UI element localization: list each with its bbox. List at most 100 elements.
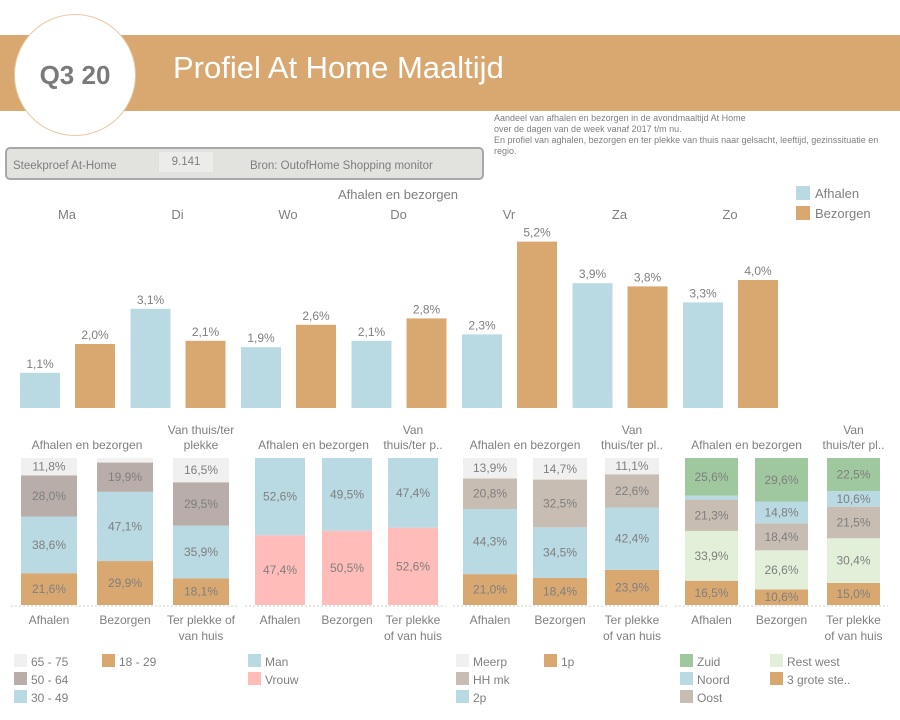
segment-label: 18,4% — [543, 584, 577, 598]
legend-label: 3 grote ste.. — [787, 673, 850, 687]
segment — [388, 458, 438, 528]
legend-label: Oost — [697, 691, 723, 705]
segment-label: 30,4% — [836, 554, 870, 568]
category-label: of van huis — [384, 629, 442, 643]
legend-swatch — [796, 186, 810, 200]
group-heading: Van — [622, 423, 642, 437]
day-label: Zo — [722, 207, 737, 222]
segment — [755, 550, 808, 590]
segment-label: 44,3% — [473, 535, 507, 549]
segment-label: 15,0% — [836, 587, 870, 601]
data-label: 2,1% — [358, 325, 386, 339]
segment-label: 14,8% — [764, 505, 798, 519]
bar-afhalen — [241, 347, 281, 408]
data-label: 5,2% — [523, 226, 551, 240]
legend-label: Noord — [697, 673, 730, 687]
segment-label: 21,3% — [694, 508, 728, 522]
category-label: Afhalen — [29, 613, 70, 627]
segment-label: 10,6% — [764, 590, 798, 604]
segment — [21, 573, 77, 605]
legend-swatch — [14, 690, 27, 703]
day-label: Di — [171, 207, 183, 222]
group-heading: Afhalen en bezorgen — [32, 438, 143, 452]
legend-label: Vrouw — [265, 673, 299, 687]
legend-swatch — [770, 654, 783, 667]
segment-label: 25,6% — [694, 470, 728, 484]
segment — [685, 499, 738, 531]
category-label: of van huis — [603, 629, 661, 643]
segment — [21, 475, 77, 517]
segment — [21, 516, 77, 574]
segment — [21, 458, 77, 476]
data-label: 3,1% — [137, 293, 165, 307]
segment — [255, 458, 305, 536]
legend-label: 1p — [561, 655, 575, 669]
segment — [685, 458, 738, 496]
segment-label: 52,6% — [396, 559, 430, 573]
legend-label: 65 - 75 — [31, 655, 69, 669]
legend-swatch — [456, 690, 469, 703]
bar-bezorgen — [296, 324, 336, 408]
legend-swatch — [248, 672, 261, 685]
segment-label: 49,5% — [330, 487, 364, 501]
category-label: Ter plekke — [386, 613, 441, 627]
day-label: Za — [612, 207, 628, 222]
segment — [533, 527, 587, 578]
segment-label: 16,5% — [184, 463, 218, 477]
segment — [463, 458, 517, 479]
group-heading: Van thuis/ter — [168, 423, 234, 437]
legend-swatch — [248, 654, 261, 667]
segment — [173, 458, 229, 483]
segment-label: 35,9% — [184, 545, 218, 559]
segment — [463, 509, 517, 575]
segment — [605, 507, 659, 570]
group-heading: Van — [843, 423, 863, 437]
page-title: Profiel At Home Maaltijd — [173, 50, 504, 85]
bar-afhalen — [572, 283, 613, 408]
segment-label: 28,0% — [32, 489, 66, 503]
segment — [533, 479, 587, 528]
description: Aandeel van afhalen en bezorgen in de av… — [494, 113, 894, 157]
segment — [533, 577, 587, 605]
segment — [755, 458, 808, 502]
bar-afhalen — [20, 372, 60, 408]
legend-label: Afhalen — [815, 186, 859, 201]
category-label: Ter plekke — [605, 613, 660, 627]
bar-bezorgen — [738, 280, 778, 408]
description-line: over de dagen van de week vanaf 2017 t/m… — [494, 124, 682, 134]
segment — [97, 561, 153, 605]
info-box: Steekproef At-Home 9.141 Bron: OutofHome… — [5, 147, 484, 180]
group-heading: Van — [403, 423, 423, 437]
segment — [685, 530, 738, 581]
group-heading: Afhalen en bezorgen — [470, 438, 581, 452]
legend-swatch — [796, 206, 810, 220]
bar-bezorgen — [627, 286, 668, 408]
segment — [173, 525, 229, 579]
segment-label: 29,9% — [108, 576, 142, 590]
legend-swatch — [680, 690, 693, 703]
legend-swatch — [770, 672, 783, 685]
legend-label: Zuid — [697, 655, 720, 669]
group-heading: Afhalen en bezorgen — [691, 438, 802, 452]
segment-label: 10,6% — [836, 492, 870, 506]
segment — [322, 530, 372, 605]
segment — [605, 569, 659, 605]
segment-label: 21,0% — [473, 583, 507, 597]
data-label: 4,0% — [744, 264, 772, 278]
segment-label: 29,5% — [184, 497, 218, 511]
category-label: Ter plekke of — [167, 613, 236, 627]
bar-afhalen — [683, 302, 723, 408]
segment — [463, 574, 517, 605]
legend-label: Meerp — [473, 655, 507, 669]
segment — [97, 462, 153, 492]
segment-label: 42,4% — [615, 532, 649, 546]
group-heading: thuis/ter p.. — [383, 438, 442, 452]
legend-swatch — [14, 654, 27, 667]
legend-swatch — [456, 654, 469, 667]
group-heading: thuis/ter pl.. — [601, 438, 663, 452]
data-label: 2,1% — [192, 325, 220, 339]
quarter-badge: Q3 20 — [14, 14, 136, 136]
segment — [827, 491, 880, 507]
segment — [173, 578, 229, 605]
data-label: 1,1% — [26, 357, 54, 371]
